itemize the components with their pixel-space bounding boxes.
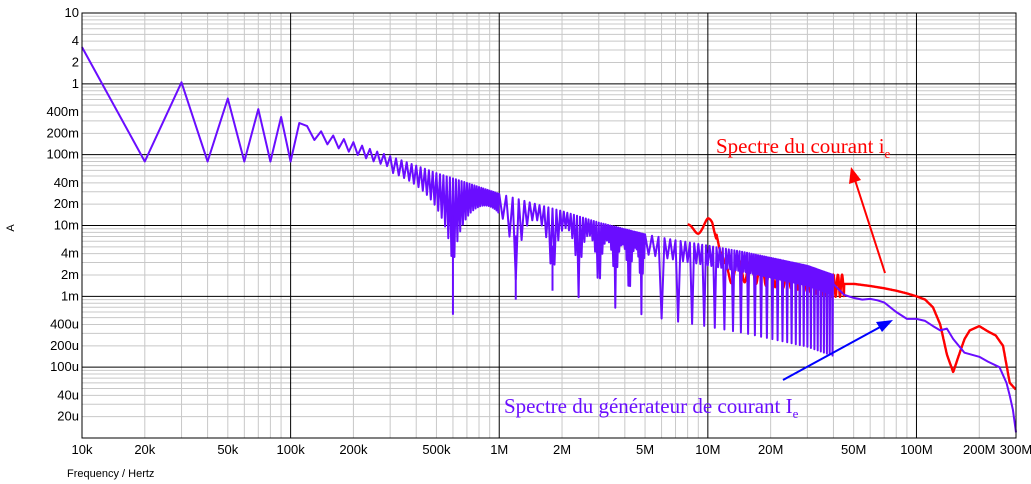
y-tick-label: 10m (54, 218, 79, 233)
y-tick-label: 200m (46, 125, 79, 140)
purple-series-annotation: Spectre du générateur de courant Ie (504, 394, 799, 421)
y-tick-label: 20u (57, 409, 79, 424)
y-tick-label: 1m (61, 288, 79, 303)
x-tick-label: 20M (758, 442, 783, 457)
x-tick-label: 1M (490, 442, 508, 457)
x-tick-label: 300M (1000, 442, 1031, 457)
y-tick-label: 400m (46, 104, 79, 119)
red-series-annotation: Spectre du courant ie (716, 134, 891, 161)
red-annotation-arrow (849, 167, 886, 274)
x-tick-label: 10k (72, 442, 93, 457)
y-tick-label: 20m (54, 196, 79, 211)
y-tick-label: 100u (50, 359, 79, 374)
y-axis-label: A (5, 224, 17, 232)
plot-frame (81, 12, 1017, 439)
y-tick-label: 2m (61, 267, 79, 282)
x-tick-label: 100M (900, 442, 933, 457)
x-tick-label: 2M (553, 442, 571, 457)
x-tick-label: 5M (636, 442, 654, 457)
y-tick-label: 100m (46, 147, 79, 162)
x-tick-label: 50M (841, 442, 866, 457)
y-tick-label: 200u (50, 338, 79, 353)
blue-annotation-arrow (782, 320, 893, 381)
x-tick-label: 100k (277, 442, 306, 457)
x-tick-label: 20k (134, 442, 155, 457)
y-tick-label: 4m (61, 246, 79, 261)
y-tick-label: 400u (50, 317, 79, 332)
series-layer (81, 46, 1017, 433)
x-tick-label: 10M (695, 442, 720, 457)
x-axis-label: Frequency / Hertz (67, 468, 154, 480)
x-tick-label: 200M (963, 442, 996, 457)
y-tick-label: 2 (72, 55, 79, 70)
x-tick-label: 500k (422, 442, 451, 457)
y-tick-label: 4 (72, 33, 79, 48)
series-line-purple (81, 46, 1017, 433)
y-tick-label: 1 (72, 76, 79, 91)
y-tick-label: 40u (57, 387, 79, 402)
y-tick-label: 10 (65, 5, 79, 20)
x-tick-labels: 10k 20k 50k 100k 200k 500k 1M 2M 5M 10M 20M 50M 100M… (72, 442, 1031, 457)
x-tick-label: 200k (339, 442, 368, 457)
x-tick-label: 50k (217, 442, 238, 457)
y-tick-labels: 10 4 2 1 400m 200m 100m 40m 20m 10m 4m 2m 1m 400u 200u… (46, 5, 79, 424)
y-tick-label: 40m (54, 175, 79, 190)
